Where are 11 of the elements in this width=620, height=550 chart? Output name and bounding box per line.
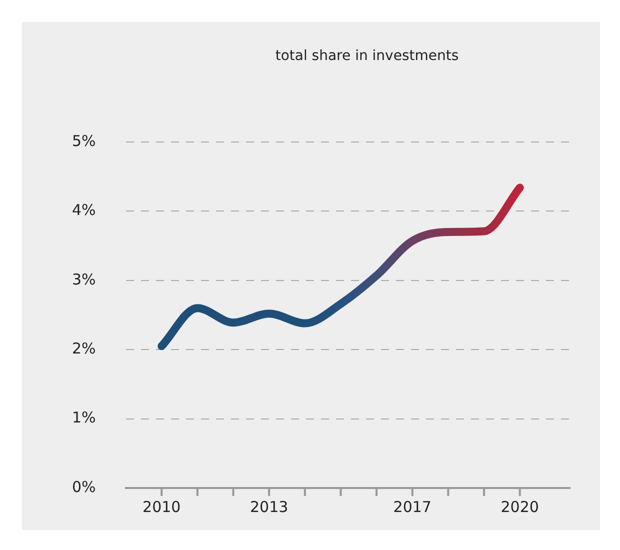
y-tick-label: 3% — [72, 270, 96, 288]
y-tick-label: 2% — [72, 339, 96, 358]
y-tick-label: 1% — [72, 408, 96, 427]
x-tick-label: 2010 — [142, 498, 181, 516]
x-tick-label: 2020 — [500, 498, 539, 516]
x-tick-label: 2013 — [250, 498, 288, 516]
x-tick-label: 2017 — [393, 498, 432, 516]
chart-title: total share in investments — [274, 48, 460, 64]
y-tick-label: 5% — [72, 132, 96, 150]
y-tick-label: 4% — [72, 201, 96, 220]
y-tick-label: 0% — [72, 478, 96, 496]
